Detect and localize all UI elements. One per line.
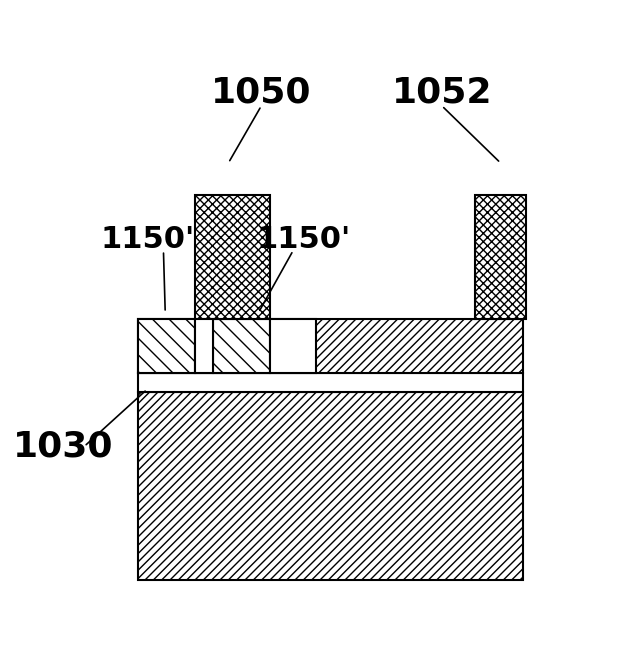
Bar xyxy=(213,319,271,373)
Text: 1050: 1050 xyxy=(211,76,311,110)
Bar xyxy=(195,319,213,373)
Bar xyxy=(138,319,523,373)
Bar xyxy=(195,195,271,319)
Text: 1052: 1052 xyxy=(392,76,492,110)
Bar xyxy=(138,373,523,393)
Bar xyxy=(475,195,526,319)
Text: 1030: 1030 xyxy=(13,430,114,464)
Text: 1150': 1150' xyxy=(256,225,351,254)
Bar xyxy=(271,319,316,373)
Bar xyxy=(138,393,523,580)
Bar xyxy=(138,319,195,373)
Text: 1150': 1150' xyxy=(100,225,195,254)
